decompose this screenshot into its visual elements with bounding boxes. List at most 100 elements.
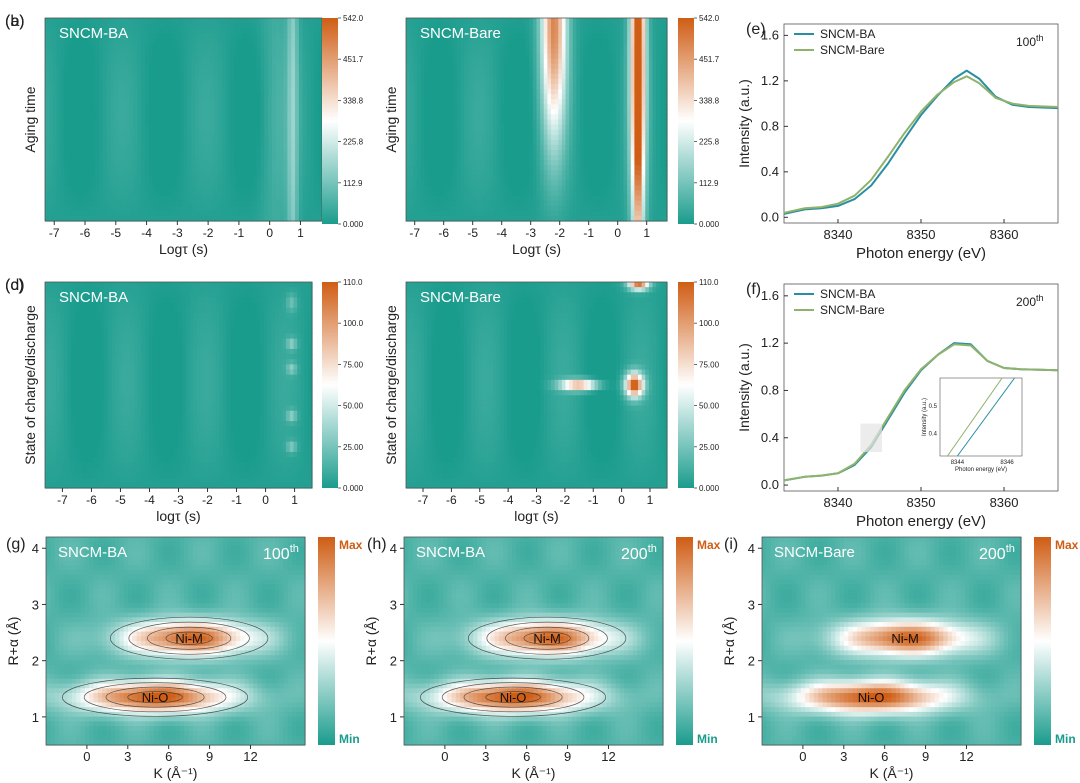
heatmap-cell <box>551 139 556 146</box>
heatmap-cell <box>438 48 443 55</box>
heatmap-cell <box>471 23 476 29</box>
heatmap-cell <box>572 18 577 24</box>
heatmap-cell <box>283 78 288 85</box>
heatmap-cell <box>659 94 664 100</box>
heatmap-cell <box>413 73 418 80</box>
heatmap-cell <box>500 94 505 100</box>
heatmap-cell <box>565 68 570 75</box>
heatmap-cell <box>75 109 81 116</box>
heatmap-cell <box>91 109 96 116</box>
heatmap-cell <box>102 83 108 90</box>
heatmap-cell <box>64 149 69 156</box>
heatmap-cell <box>310 38 315 44</box>
heatmap-cell <box>264 33 269 39</box>
heatmap-cell <box>634 68 639 75</box>
heatmap-cell <box>87 200 92 207</box>
heatmap-cell <box>210 185 215 192</box>
heatmap-cell <box>245 124 250 131</box>
heatmap-cell <box>118 89 123 95</box>
heatmap-cell <box>175 94 181 100</box>
heatmap-cell <box>511 43 516 50</box>
heatmap-cell <box>102 48 108 55</box>
heatmap-cell <box>137 114 142 121</box>
heatmap-cell <box>52 160 58 166</box>
heatmap-cell <box>56 94 61 100</box>
heatmap-cell <box>271 175 277 181</box>
heatmap-cell <box>291 63 296 70</box>
heatmap-cell <box>500 144 505 151</box>
heatmap-cell <box>431 73 436 80</box>
heatmap-cell <box>431 99 436 105</box>
heatmap-cell <box>110 63 115 70</box>
heatmap-cell <box>114 210 119 217</box>
heatmap-cell <box>168 89 173 95</box>
heatmap-cell <box>482 43 487 50</box>
heatmap-cell <box>565 73 570 80</box>
heatmap-cell <box>493 33 498 39</box>
heatmap-cell <box>245 109 250 116</box>
heatmap-cell <box>590 94 596 100</box>
heatmap-cell <box>202 114 208 121</box>
heatmap-cell <box>221 38 227 44</box>
heatmap-cell <box>416 58 422 65</box>
heatmap-cell <box>225 18 231 24</box>
heatmap-cell <box>605 63 610 70</box>
heatmap-cell <box>60 185 65 192</box>
heatmap-cell <box>619 28 625 34</box>
heatmap-cell <box>514 104 519 110</box>
heatmap-cell <box>569 89 574 95</box>
heatmap-cell <box>171 124 177 131</box>
heatmap-cell <box>79 134 85 141</box>
heatmap-cell <box>493 94 498 100</box>
heatmap-cell <box>500 134 505 141</box>
heatmap-cell <box>187 53 192 60</box>
heatmap-cell <box>271 134 277 141</box>
heatmap-cell <box>413 99 418 105</box>
heatmap-cell <box>543 160 548 166</box>
heatmap-cell <box>532 89 538 95</box>
heatmap-cell <box>442 63 447 70</box>
heatmap-cell <box>241 33 246 39</box>
heatmap-cell <box>233 58 238 65</box>
heatmap-cell <box>225 109 231 116</box>
heatmap-cell <box>191 104 196 110</box>
heatmap-cell <box>442 33 447 39</box>
heatmap-cell <box>406 58 411 65</box>
heatmap-cell <box>191 124 196 131</box>
colorbar-a <box>322 18 338 224</box>
heatmap-cell <box>482 33 487 39</box>
heatmap-cell <box>485 48 490 55</box>
heatmap-cell <box>202 175 208 181</box>
heatmap-cell <box>195 149 200 156</box>
heatmap-cell <box>314 195 319 202</box>
heatmap-cell <box>118 205 123 212</box>
heatmap-cell <box>102 23 108 29</box>
heatmap-cell <box>195 155 200 161</box>
heatmap-cell <box>60 114 65 121</box>
heatmap-cell <box>148 23 154 29</box>
heatmap-cell <box>489 63 494 70</box>
heatmap-cell <box>435 38 440 44</box>
heatmap-cell <box>449 104 454 110</box>
heatmap-cell <box>271 23 277 29</box>
heatmap-cell <box>91 180 96 187</box>
heatmap-cell <box>218 28 223 34</box>
heatmap-cell <box>283 38 288 44</box>
heatmap-cell <box>569 68 574 75</box>
heatmap-cell <box>110 73 115 80</box>
heatmap-cell <box>179 175 185 181</box>
heatmap-cell <box>518 53 523 60</box>
heatmap-cell <box>264 200 269 207</box>
heatmap-cell <box>248 155 254 161</box>
heatmap-cell <box>60 129 65 136</box>
heatmap-cell <box>225 210 231 217</box>
heatmap-cell <box>529 155 534 161</box>
heatmap-cell <box>482 119 487 126</box>
heatmap-cell <box>565 58 570 65</box>
heatmap-cell <box>612 28 617 34</box>
heatmap-cell <box>605 160 610 166</box>
heatmap-cell <box>271 83 277 90</box>
heatmap-cell <box>659 43 664 50</box>
heatmap-cell <box>275 23 281 29</box>
heatmap-cell <box>314 68 319 75</box>
